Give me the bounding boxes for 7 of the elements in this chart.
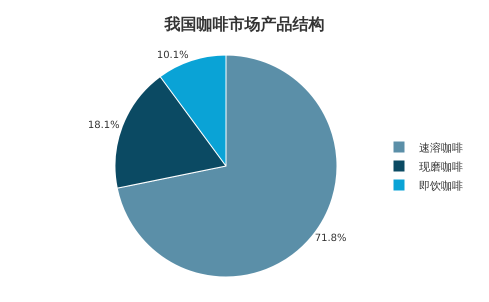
legend-label: 速溶咖啡 (419, 141, 463, 154)
legend-label: 现磨咖啡 (419, 160, 463, 174)
data-label: 18.1% (88, 120, 120, 131)
data-label: 10.1% (156, 50, 189, 62)
legend-label: 即饮咖啡 (419, 179, 463, 192)
data-label: 71.8% (314, 232, 346, 244)
chart-title: 我国咖啡市场产品结构 (164, 14, 324, 34)
